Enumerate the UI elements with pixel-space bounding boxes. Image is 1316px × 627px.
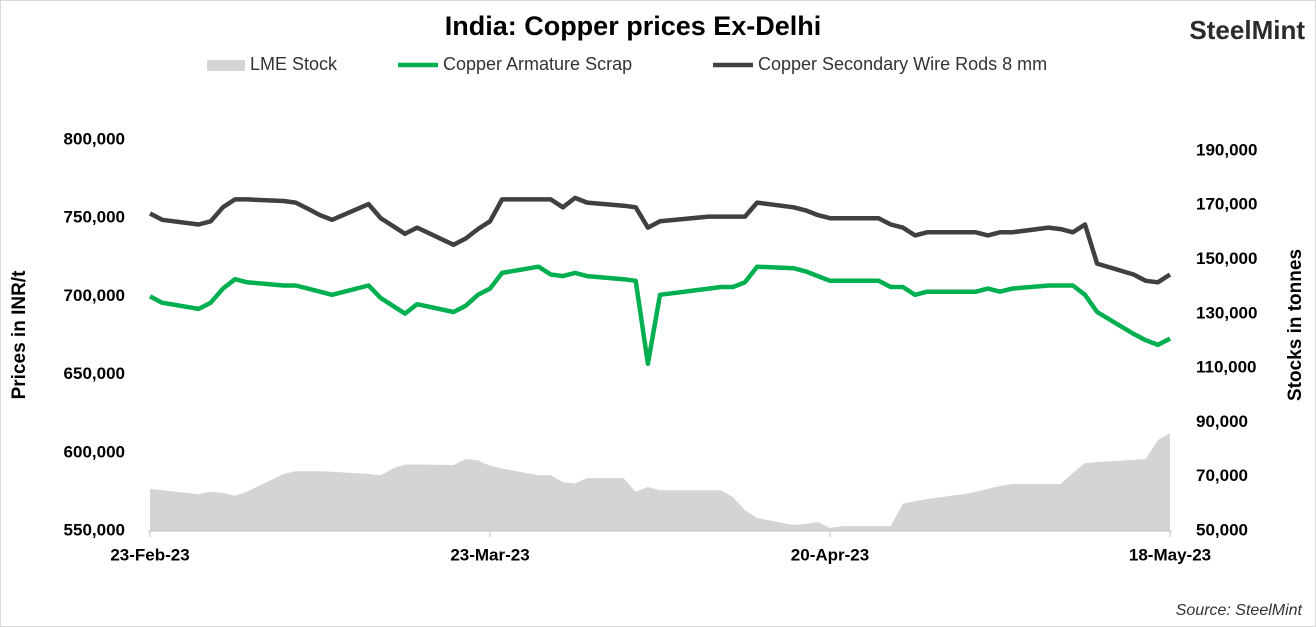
area-layer bbox=[150, 433, 1170, 531]
source-note: Source: SteelMint bbox=[1176, 602, 1303, 619]
y2-tick-label: 170,000 bbox=[1196, 195, 1257, 214]
chart-title: India: Copper prices Ex-Delhi bbox=[445, 11, 822, 41]
x-tick-label: 20-Apr-23 bbox=[791, 545, 869, 564]
area bbox=[150, 433, 1170, 531]
y2-tick-label: 190,000 bbox=[1196, 140, 1257, 159]
y-tick-label: 600,000 bbox=[64, 442, 125, 461]
y2-tick-label: 90,000 bbox=[1196, 412, 1248, 431]
y-tick-label: 650,000 bbox=[64, 364, 125, 383]
logo: SteelMint bbox=[1189, 15, 1305, 45]
y-axis-title: Prices in INR/t bbox=[9, 270, 30, 399]
line bbox=[148, 195, 1172, 285]
x-tick-label: 18-May-23 bbox=[1129, 545, 1211, 564]
line bbox=[148, 264, 1172, 366]
y2-tick-label: 70,000 bbox=[1196, 466, 1248, 485]
legend-label: Copper Armature Scrap bbox=[443, 54, 632, 74]
y-tick-label: 700,000 bbox=[64, 286, 125, 305]
x-tick-label: 23-Feb-23 bbox=[110, 545, 189, 564]
legend-swatch bbox=[207, 60, 245, 71]
y2-tick-label: 110,000 bbox=[1196, 358, 1257, 377]
y2-tick-label: 50,000 bbox=[1196, 520, 1248, 539]
x-tick-label: 23-Mar-23 bbox=[450, 545, 529, 564]
y-tick-label: 800,000 bbox=[64, 129, 125, 148]
y-tick-label: 750,000 bbox=[64, 208, 125, 227]
y2-tick-label: 130,000 bbox=[1196, 303, 1257, 322]
y2-tick-label: 150,000 bbox=[1196, 249, 1257, 268]
line-layer bbox=[148, 195, 1172, 366]
legend-label: Copper Secondary Wire Rods 8 mm bbox=[758, 54, 1047, 74]
y-tick-label: 550,000 bbox=[64, 520, 125, 539]
legend-label: LME Stock bbox=[250, 54, 338, 74]
y2-axis-title: Stocks in tonnes bbox=[1285, 249, 1306, 401]
